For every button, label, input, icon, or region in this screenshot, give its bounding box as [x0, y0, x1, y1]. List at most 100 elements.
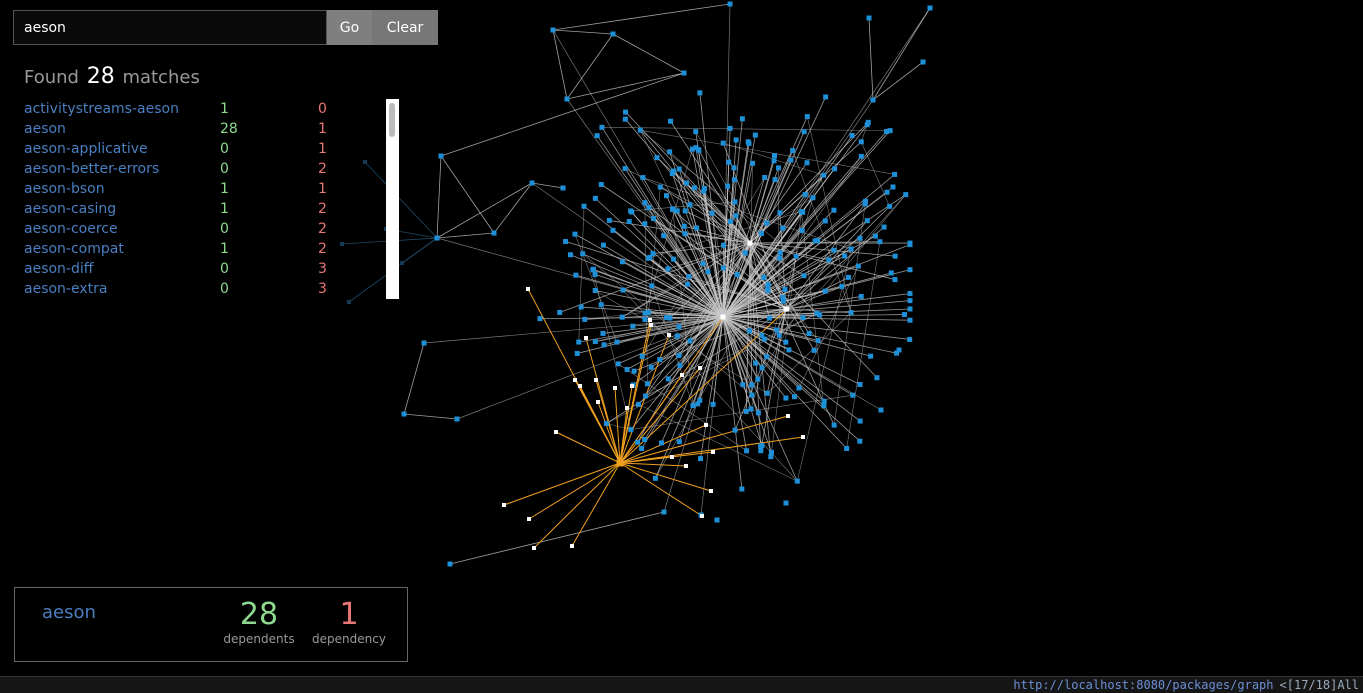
- package-node[interactable]: [801, 273, 806, 278]
- package-node[interactable]: [728, 2, 733, 7]
- dependent-node[interactable]: [596, 400, 600, 404]
- package-node[interactable]: [865, 218, 870, 223]
- search-input[interactable]: [13, 10, 327, 45]
- package-node[interactable]: [693, 129, 698, 134]
- package-node[interactable]: [756, 410, 761, 415]
- package-node[interactable]: [783, 287, 788, 292]
- package-node[interactable]: [759, 231, 764, 236]
- package-node[interactable]: [850, 393, 855, 398]
- package-node[interactable]: [777, 210, 782, 215]
- package-node[interactable]: [721, 243, 726, 248]
- package-node[interactable]: [666, 266, 671, 271]
- package-node[interactable]: [821, 173, 826, 178]
- package-node[interactable]: [755, 377, 760, 382]
- package-node[interactable]: [740, 382, 745, 387]
- package-node[interactable]: [676, 324, 681, 329]
- go-button[interactable]: Go: [327, 10, 372, 45]
- dependent-node[interactable]: [584, 336, 588, 340]
- package-node[interactable]: [863, 201, 868, 206]
- package-node[interactable]: [659, 440, 664, 445]
- package-node[interactable]: [907, 337, 912, 342]
- result-package-link[interactable]: aeson: [24, 119, 66, 139]
- package-node[interactable]: [593, 288, 598, 293]
- package-node[interactable]: [842, 254, 847, 259]
- package-node[interactable]: [908, 306, 913, 311]
- package-node[interactable]: [903, 192, 908, 197]
- package-node[interactable]: [871, 98, 876, 103]
- package-node[interactable]: [744, 448, 749, 453]
- dependent-node[interactable]: [526, 287, 530, 291]
- package-node[interactable]: [581, 204, 586, 209]
- package-node[interactable]: [892, 277, 897, 282]
- package-node[interactable]: [784, 501, 789, 506]
- package-node[interactable]: [654, 155, 659, 160]
- package-node[interactable]: [667, 149, 672, 154]
- package-node[interactable]: [595, 133, 600, 138]
- package-node[interactable]: [753, 133, 758, 138]
- package-node[interactable]: [684, 180, 689, 185]
- package-node[interactable]: [705, 269, 710, 274]
- package-node[interactable]: [740, 116, 745, 121]
- dependent-node[interactable]: [613, 386, 617, 390]
- package-node[interactable]: [846, 275, 851, 280]
- result-package-link[interactable]: aeson-casing: [24, 199, 116, 219]
- package-node[interactable]: [725, 184, 730, 189]
- package-node[interactable]: [682, 231, 687, 236]
- package-node[interactable]: [747, 328, 752, 333]
- package-node[interactable]: [576, 340, 581, 345]
- package-node[interactable]: [892, 172, 897, 177]
- selected-package-name[interactable]: aeson: [42, 602, 96, 623]
- package-node[interactable]: [565, 97, 570, 102]
- package-node[interactable]: [858, 236, 863, 241]
- package-node[interactable]: [749, 393, 754, 398]
- package-node[interactable]: [642, 317, 647, 322]
- package-node[interactable]: [874, 375, 879, 380]
- package-node[interactable]: [646, 205, 651, 210]
- package-node[interactable]: [859, 139, 864, 144]
- scrollbar-thumb[interactable]: [389, 103, 395, 137]
- package-node[interactable]: [599, 182, 604, 187]
- package-node[interactable]: [776, 165, 781, 170]
- package-node[interactable]: [928, 6, 933, 11]
- package-node[interactable]: [774, 327, 779, 332]
- package-node[interactable]: [649, 283, 654, 288]
- package-node[interactable]: [859, 294, 864, 299]
- dependent-node[interactable]: [801, 435, 805, 439]
- package-node[interactable]: [821, 403, 826, 408]
- package-node[interactable]: [815, 238, 820, 243]
- package-node[interactable]: [645, 381, 650, 386]
- package-node[interactable]: [643, 393, 648, 398]
- package-node[interactable]: [893, 254, 898, 259]
- package-node[interactable]: [604, 421, 609, 426]
- package-node[interactable]: [682, 71, 687, 76]
- package-node[interactable]: [657, 357, 662, 362]
- package-node[interactable]: [627, 219, 632, 224]
- package-node[interactable]: [743, 250, 748, 255]
- result-package-link[interactable]: activitystreams-aeson: [24, 99, 179, 119]
- dependent-node[interactable]: [573, 378, 577, 382]
- package-node[interactable]: [675, 208, 680, 213]
- package-node[interactable]: [877, 239, 882, 244]
- package-node[interactable]: [897, 348, 902, 353]
- graph-node-faint[interactable]: [347, 300, 351, 304]
- package-node[interactable]: [795, 479, 800, 484]
- package-node[interactable]: [683, 208, 688, 213]
- package-node[interactable]: [772, 153, 777, 158]
- package-node[interactable]: [732, 177, 737, 182]
- package-node[interactable]: [790, 148, 795, 153]
- package-node[interactable]: [746, 139, 751, 144]
- package-node[interactable]: [693, 145, 698, 150]
- package-node[interactable]: [649, 365, 654, 370]
- package-node[interactable]: [764, 354, 769, 359]
- package-node[interactable]: [711, 402, 716, 407]
- package-node[interactable]: [879, 408, 884, 413]
- package-node[interactable]: [831, 208, 836, 213]
- package-node[interactable]: [732, 199, 737, 204]
- package-node[interactable]: [642, 311, 647, 316]
- package-node[interactable]: [792, 394, 797, 399]
- package-node[interactable]: [882, 225, 887, 230]
- hub-node[interactable]: [784, 307, 789, 312]
- package-node[interactable]: [668, 119, 673, 124]
- package-node[interactable]: [635, 440, 640, 445]
